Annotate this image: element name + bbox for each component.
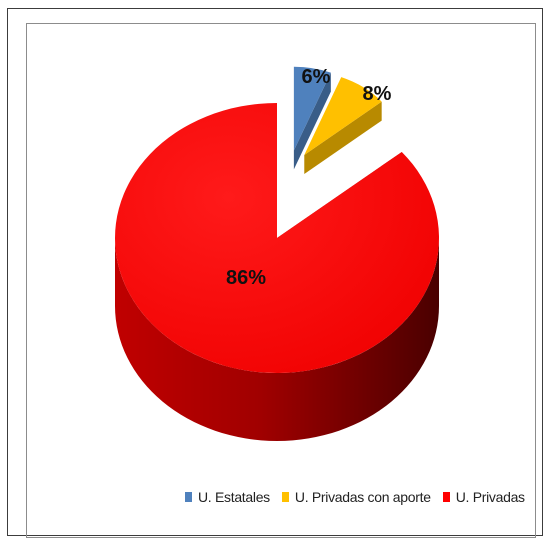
pie-slice-2 <box>115 103 440 441</box>
legend-item-estatales: U. Estatales <box>185 489 270 505</box>
legend-label: U. Privadas con aporte <box>294 489 431 505</box>
legend-swatch-privadas-con-aporte <box>281 492 289 502</box>
pie-slice-side-2 <box>115 238 439 441</box>
data-label-2: 86% <box>226 267 266 289</box>
pie-slice-top-2 <box>115 103 440 374</box>
pie-slice-top-1 <box>304 77 382 155</box>
pie-slice-top-0 <box>293 66 331 151</box>
pie-slice-1 <box>304 77 382 174</box>
data-label-1: 8% <box>363 83 392 105</box>
legend-swatch-privadas <box>442 492 450 502</box>
data-label-0: 6% <box>302 66 331 88</box>
legend-item-privadas-con-aporte: U. Privadas con aporte <box>281 489 431 505</box>
pie-slice-0 <box>293 66 331 170</box>
legend-item-privadas: U. Privadas <box>442 489 525 505</box>
pie-slice-side-0 <box>293 72 331 170</box>
legend-swatch-estatales <box>185 492 192 502</box>
pie-slice-side-1 <box>304 101 382 174</box>
chart-legend: U. Estatales U. Privadas con aporte U. P… <box>185 487 537 507</box>
legend-label: U. Estatales <box>198 489 270 505</box>
chart-area <box>26 23 536 538</box>
legend-label: U. Privadas <box>455 489 525 505</box>
